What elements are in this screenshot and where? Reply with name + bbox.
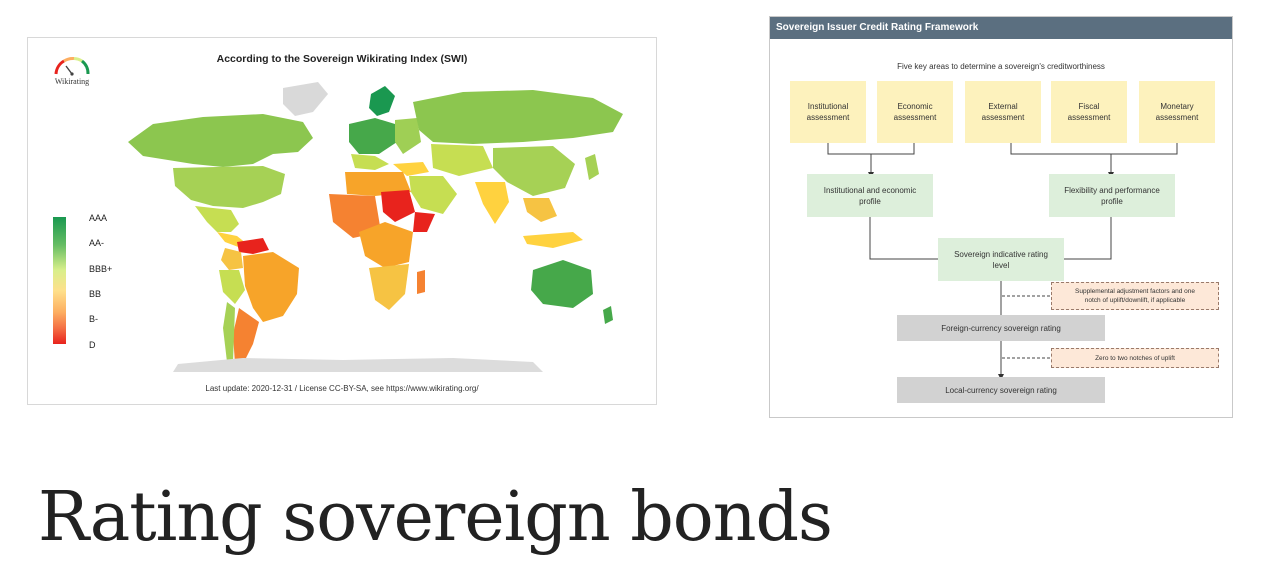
map-footer: Last update: 2020-12-31 / License CC-BY-…	[205, 384, 479, 393]
region-chile	[223, 302, 235, 362]
region-west-africa	[329, 194, 381, 238]
region-usa	[173, 166, 285, 208]
logo-text: Wikirating	[54, 77, 90, 86]
map-title: According to the Sovereign Wikirating In…	[216, 53, 468, 65]
region-colombia	[221, 248, 243, 270]
area-monetary: Monetary assessment	[1139, 81, 1215, 143]
region-japan	[585, 154, 599, 180]
framework-connectors	[827, 143, 1178, 380]
uplift-note: Zero to two notches of uplift	[1051, 348, 1219, 368]
supplemental-adjustment-note: Supplemental adjustment factors and one n…	[1051, 282, 1219, 310]
region-central-asia	[431, 144, 493, 176]
region-southeast-asia	[523, 198, 557, 222]
region-scandinavia	[369, 86, 395, 116]
region-china	[493, 146, 575, 196]
region-sudan	[381, 190, 415, 222]
world-map	[128, 82, 623, 372]
legend-label-bbb-plus: BBB+	[89, 264, 113, 274]
region-mexico	[195, 206, 239, 232]
wikirating-logo: Wikirating	[50, 56, 94, 88]
profile-flexibility-performance: Flexibility and performance profile	[1049, 174, 1175, 217]
area-fiscal: Fiscal assessment	[1051, 81, 1127, 143]
sovereign-rating-map: According to the Sovereign Wikirating In…	[27, 37, 657, 405]
region-antarctica	[173, 358, 543, 372]
area-external: External assessment	[965, 81, 1041, 143]
region-middle-east	[409, 176, 457, 214]
region-horn	[413, 212, 435, 232]
area-economic: Economic assessment	[877, 81, 953, 143]
legend-label-b-minus: B-	[89, 314, 98, 324]
region-north-africa	[345, 172, 411, 196]
region-southern-europe	[351, 154, 389, 170]
region-indonesia	[523, 232, 583, 248]
legend-label-aaa: AAA	[89, 213, 108, 223]
region-central-africa	[359, 222, 413, 268]
framework-subtitle: Five key areas to determine a sovereign'…	[897, 62, 1105, 71]
foreign-currency-rating: Foreign-currency sovereign rating	[897, 315, 1105, 341]
rating-legend: AAA AA- BBB+ BB B- D	[53, 213, 143, 350]
region-turkey	[393, 162, 429, 176]
region-western-europe	[349, 118, 397, 154]
region-eastern-europe	[395, 118, 421, 154]
region-canada	[128, 114, 313, 167]
region-madagascar	[417, 270, 425, 294]
rating-framework-diagram: Sovereign Issuer Credit Rating Framework…	[769, 16, 1233, 418]
region-southern-africa	[369, 264, 409, 310]
framework-header: Sovereign Issuer Credit Rating Framework	[770, 17, 1232, 39]
slide-title: Rating sovereign bonds	[38, 478, 833, 557]
legend-color-scale	[53, 217, 66, 344]
region-greenland	[283, 82, 328, 116]
legend-label-d: D	[89, 340, 96, 350]
region-peru	[219, 270, 245, 304]
region-australia	[531, 260, 593, 308]
gauge-icon	[54, 56, 90, 76]
profile-institutional-economic: Institutional and economic profile	[807, 174, 933, 217]
region-brazil	[243, 252, 299, 322]
region-new-zealand	[603, 306, 613, 324]
sovereign-indicative-rating: Sovereign indicative rating level	[938, 238, 1064, 281]
local-currency-rating: Local-currency sovereign rating	[897, 377, 1105, 403]
area-institutional: Institutional assessment	[790, 81, 866, 143]
legend-label-bb: BB	[89, 289, 102, 299]
region-venezuela	[237, 238, 269, 254]
region-russia	[413, 90, 623, 144]
legend-label-aa-minus: AA-	[89, 238, 105, 248]
region-argentina	[233, 308, 259, 364]
region-india	[475, 182, 509, 224]
